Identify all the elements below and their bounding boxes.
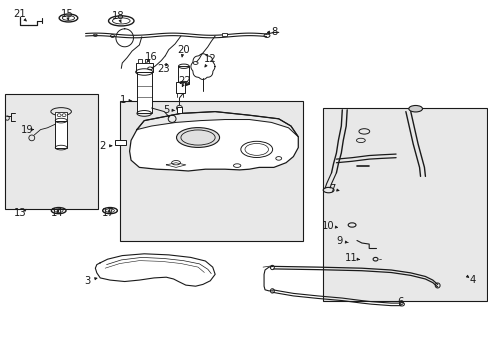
Text: 4: 4	[468, 275, 474, 285]
Bar	[222, 33, 227, 36]
Ellipse shape	[408, 105, 422, 112]
Bar	[322, 108, 486, 301]
Text: 5: 5	[163, 105, 169, 115]
Ellipse shape	[240, 141, 272, 158]
Text: 16: 16	[145, 52, 158, 62]
Bar	[138, 59, 142, 63]
Text: 15: 15	[61, 9, 74, 19]
Bar	[120, 101, 303, 241]
Bar	[136, 63, 153, 72]
Text: 12: 12	[203, 54, 216, 64]
Bar	[5, 94, 98, 209]
Text: 6: 6	[396, 297, 403, 307]
Bar	[55, 112, 67, 121]
Bar	[176, 82, 184, 93]
Text: 14: 14	[51, 208, 63, 218]
Text: 2: 2	[99, 141, 106, 151]
Text: 11: 11	[344, 253, 357, 264]
Ellipse shape	[176, 128, 219, 148]
Text: 21: 21	[13, 9, 26, 19]
Text: 13: 13	[14, 208, 27, 218]
Text: 7: 7	[328, 184, 335, 194]
Bar	[137, 72, 151, 113]
Text: 3: 3	[84, 276, 90, 286]
Text: 8: 8	[271, 27, 277, 37]
Bar	[115, 140, 125, 145]
Text: 1: 1	[120, 95, 126, 105]
Text: 20: 20	[177, 45, 189, 55]
Bar	[144, 59, 148, 63]
Text: 18: 18	[112, 11, 124, 21]
Text: 10: 10	[322, 221, 334, 231]
Text: 23: 23	[157, 64, 170, 74]
Bar	[55, 121, 67, 148]
Text: 9: 9	[336, 236, 343, 246]
Polygon shape	[137, 112, 298, 137]
Polygon shape	[129, 112, 298, 171]
Text: 22: 22	[178, 76, 191, 86]
Text: 17: 17	[102, 208, 115, 218]
Polygon shape	[95, 254, 215, 286]
Bar	[178, 66, 189, 84]
Bar	[177, 107, 182, 113]
Text: 19: 19	[20, 125, 33, 135]
